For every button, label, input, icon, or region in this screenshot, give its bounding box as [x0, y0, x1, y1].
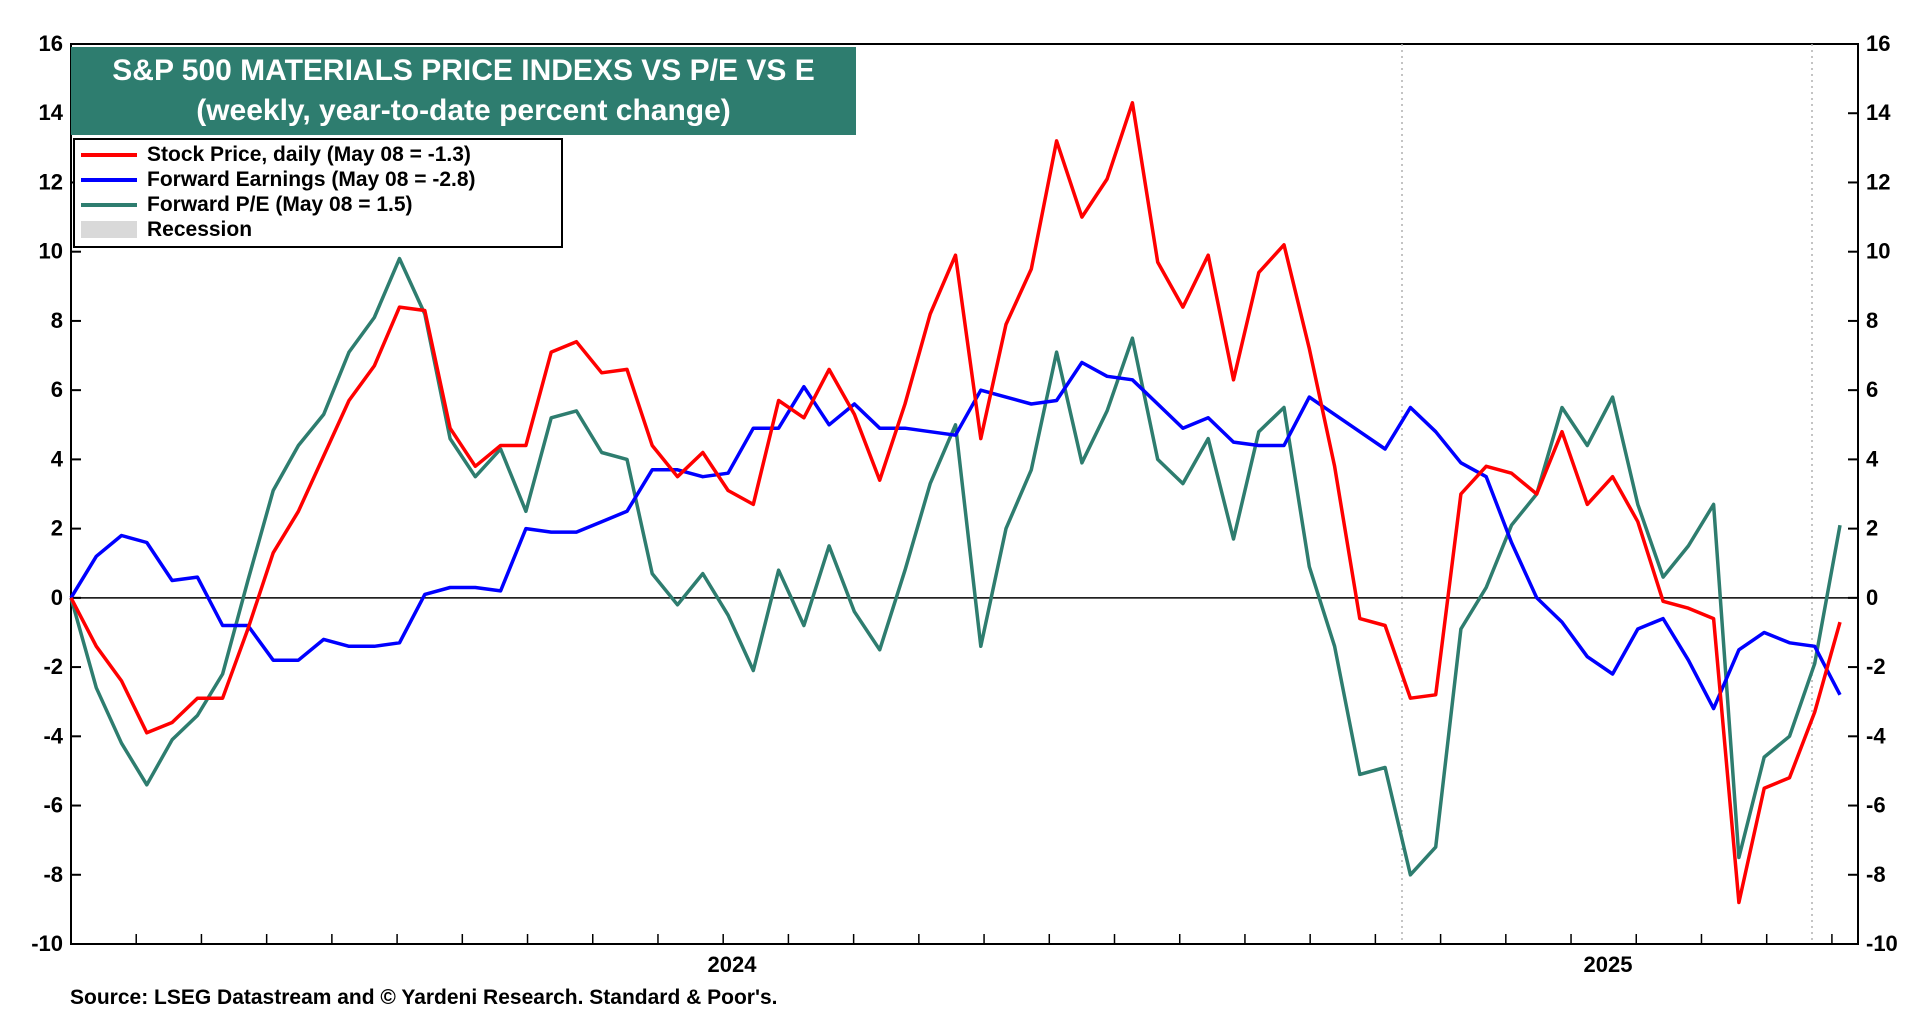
y-tick-label-right: -4	[1866, 723, 1886, 748]
legend-item-forward-pe: Forward P/E (May 08 = 1.5)	[81, 192, 555, 217]
y-tick-label-left: -2	[43, 654, 63, 679]
y-tick-label-left: 0	[51, 585, 63, 610]
y-tick-label-right: -8	[1866, 862, 1886, 887]
y-tick-label-right: 6	[1866, 377, 1878, 402]
y-tick-label-left: 16	[39, 31, 63, 56]
legend-label-forward-pe: Forward P/E (May 08 = 1.5)	[147, 192, 413, 216]
legend-swatch-stock-price	[81, 152, 137, 157]
series-layer	[69, 101, 1842, 905]
legend-item-stock-price: Stock Price, daily (May 08 = -1.3)	[81, 142, 555, 167]
y-tick-label-left: 2	[51, 516, 63, 541]
grid-layer	[1401, 44, 1813, 944]
legend-label-stock-price: Stock Price, daily (May 08 = -1.3)	[147, 142, 471, 166]
legend-swatch-forward-earnings	[81, 177, 137, 182]
y-tick-label-right: -10	[1866, 931, 1898, 956]
legend-swatch-forward-pe	[81, 202, 137, 207]
x-year-label: 2025	[1584, 952, 1633, 977]
y-tick-label-left: 10	[39, 239, 63, 264]
y-tick-label-right: 8	[1866, 308, 1878, 333]
x-year-label: 2024	[708, 952, 758, 977]
y-tick-label-left: 8	[51, 308, 63, 333]
chart-subtitle: (weekly, year-to-date percent change)	[196, 94, 731, 127]
axis-layer: 16 16 14 14 12 12 10 10 8 8 6 6 4 4 2 2 0 0 -2 -2 -4 -4 -6 -6 -8…	[31, 31, 1898, 977]
chart-title: S&P 500 MATERIALS PRICE INDEXS VS P/E VS…	[112, 54, 815, 87]
y-tick-label-right: 2	[1866, 516, 1878, 541]
legend-swatch-recession	[81, 221, 137, 238]
series-line-forward-pe	[69, 256, 1842, 877]
y-tick-label-left: -10	[31, 931, 63, 956]
y-tick-label-left: 4	[51, 446, 64, 471]
y-tick-label-left: -6	[43, 793, 63, 818]
series-line-stock-price	[69, 101, 1842, 905]
y-tick-label-left: -8	[43, 862, 63, 887]
chart-title-box: S&P 500 MATERIALS PRICE INDEXS VS P/E VS…	[71, 47, 856, 135]
y-tick-label-right: 0	[1866, 585, 1878, 610]
y-tick-label-right: 16	[1866, 31, 1890, 56]
y-tick-label-right: 14	[1866, 100, 1891, 125]
legend-label-forward-earnings: Forward Earnings (May 08 = -2.8)	[147, 167, 476, 191]
legend-item-forward-earnings: Forward Earnings (May 08 = -2.8)	[81, 167, 555, 192]
y-tick-label-right: -6	[1866, 793, 1886, 818]
y-tick-label-left: 12	[39, 169, 63, 194]
y-tick-label-right: 10	[1866, 239, 1890, 264]
y-tick-label-left: -4	[43, 723, 63, 748]
y-tick-label-left: 14	[39, 100, 64, 125]
source-note: Source: LSEG Datastream and © Yardeni Re…	[70, 986, 778, 1009]
y-tick-label-right: 12	[1866, 169, 1890, 194]
legend-item-recession: Recession	[81, 217, 555, 242]
y-tick-label-right: -2	[1866, 654, 1886, 679]
legend: Stock Price, daily (May 08 = -1.3) Forwa…	[73, 138, 563, 248]
series-line-forward-earnings	[69, 360, 1842, 711]
y-tick-label-left: 6	[51, 377, 63, 402]
legend-label-recession: Recession	[147, 217, 253, 241]
y-tick-label-right: 4	[1866, 446, 1879, 471]
